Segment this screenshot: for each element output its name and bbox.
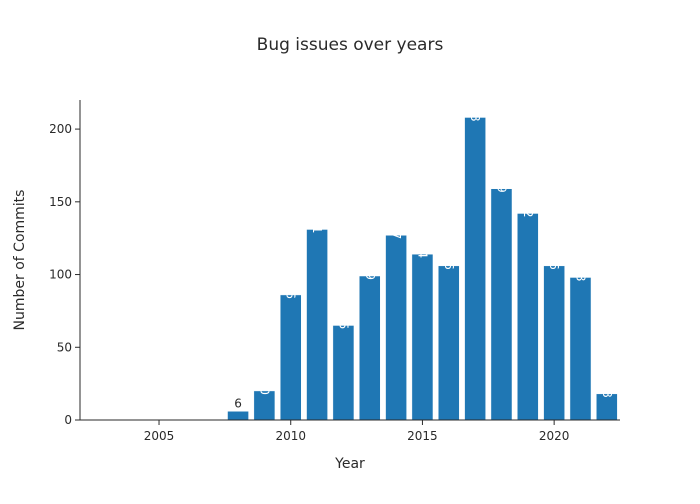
x-tick-label-2010: 2010 <box>275 429 306 443</box>
bar-label-2021: 98 <box>573 266 587 281</box>
chart-title: Bug issues over years <box>257 35 444 55</box>
bar-2011 <box>306 229 328 421</box>
bar-label-2011: 131 <box>310 211 324 234</box>
x-axis: 2005 2010 2015 2020 <box>80 419 620 443</box>
y-tick-label-200: 200 <box>49 122 72 136</box>
bars-group <box>227 117 618 421</box>
y-axis-title: Number of Commits <box>12 190 28 331</box>
bar-label-2022: 18 <box>600 383 614 398</box>
bar-label-2019: 142 <box>521 195 535 218</box>
y-tick-label-50: 50 <box>57 340 72 354</box>
bar-2010 <box>279 294 302 421</box>
y-tick-label-0: 0 <box>64 413 72 427</box>
x-tick-label-2020: 2020 <box>539 429 570 443</box>
bar-2015 <box>411 253 434 421</box>
x-tick-label-2005: 2005 <box>144 429 175 443</box>
bar-label-2009: 20 <box>257 380 271 395</box>
bar-label-2015: 114 <box>415 235 429 258</box>
bar-label-2020: 106 <box>547 247 561 270</box>
bar-2017 <box>464 117 486 421</box>
bar-label-2010: 86 <box>284 284 298 299</box>
y-tick-label-150: 150 <box>49 195 72 209</box>
x-tick-label-2015: 2015 <box>407 429 438 443</box>
y-tick-label-100: 100 <box>49 268 72 282</box>
bar-2013 <box>358 275 381 421</box>
bar-labels-group: 6 20 86 131 65 99 127 114 106 208 159 142 106 98 18 <box>234 99 614 411</box>
bar-label-2016: 106 <box>442 247 456 270</box>
bar-2012 <box>332 325 355 421</box>
bar-2020 <box>543 265 565 421</box>
y-axis: 0 50 100 150 200 <box>49 100 81 427</box>
bar-2014 <box>385 235 407 421</box>
x-axis-title: Year <box>334 456 365 472</box>
bar-label-2008: 6 <box>234 396 242 410</box>
bar-2009 <box>253 390 276 421</box>
bar-2019 <box>517 213 539 421</box>
bar-2016 <box>437 265 460 421</box>
bar-label-2013: 99 <box>363 265 377 280</box>
bar-2018 <box>490 188 513 421</box>
bar-2021 <box>569 277 592 421</box>
bar-2008 <box>227 411 249 421</box>
bar-label-2017: 208 <box>468 99 482 122</box>
bar-label-2012: 65 <box>336 314 350 329</box>
bar-label-2014: 127 <box>389 216 403 239</box>
bar-label-2018: 159 <box>494 170 508 193</box>
